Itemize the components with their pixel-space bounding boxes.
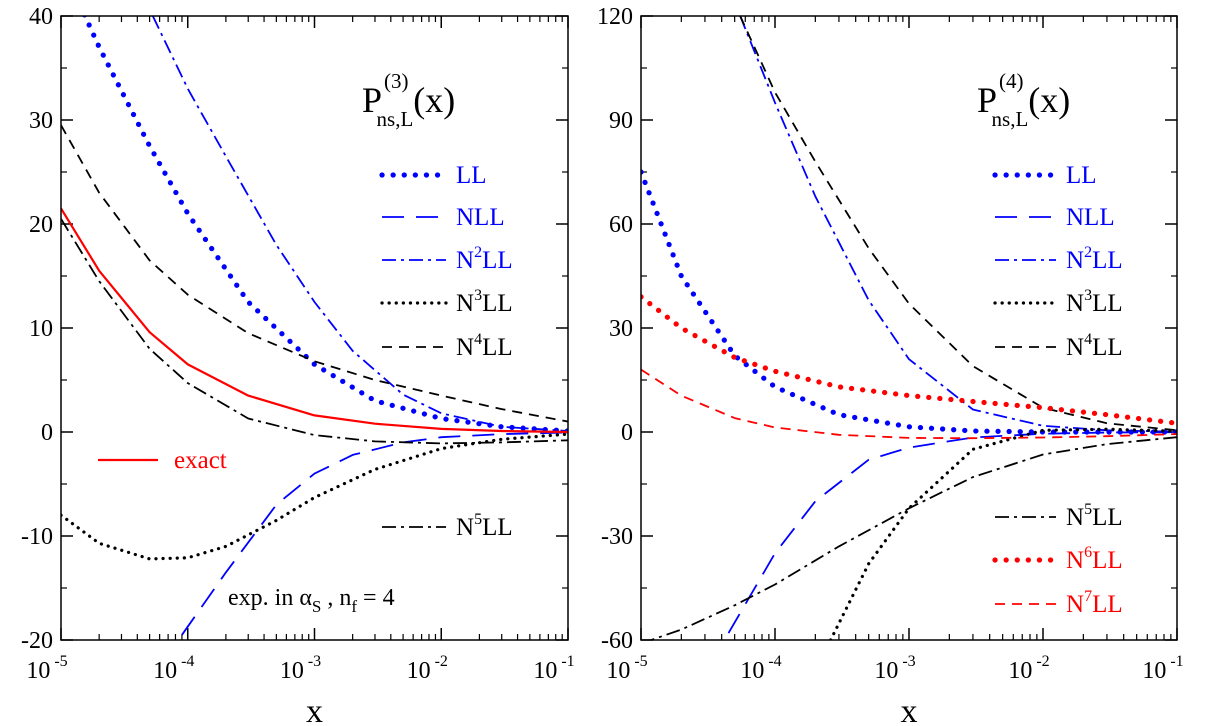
series-line-n3ll: [828, 427, 1177, 640]
panel-title: P(3) ns,L(x): [362, 69, 455, 131]
y-tick-label: 30: [29, 108, 53, 134]
y-tick-label: 10: [29, 316, 53, 342]
series-line-exact: [61, 207, 568, 434]
panel-1: -20 -10 0 10 20 30 40 10 -5 10 -4 10 -3 10 -2 10 -1 x P(3)…: [21, 4, 575, 726]
legend-label-nll: NLL: [456, 204, 505, 231]
series-line-n7ll: [641, 368, 1177, 440]
panel-title: P(4) ns,L(x): [977, 69, 1070, 131]
y-tick-label: -20: [21, 628, 53, 654]
y-tick-label: 20: [29, 212, 53, 238]
y-tick-label: 30: [609, 316, 633, 342]
series-line-n2ll: [151, 16, 568, 432]
series-line-n5ll: [61, 218, 568, 445]
x-tick-label: 10 -5: [26, 653, 67, 684]
legend-label-n5ll: N5LL: [456, 511, 513, 541]
legend-label-ll: LL: [456, 162, 487, 189]
legend-label-n7ll: N7LL: [1066, 588, 1123, 618]
series-line-n6ll: [641, 294, 1177, 426]
y-tick-label: 60: [609, 212, 633, 238]
series-line-nll: [727, 431, 1177, 634]
legend-label-n3ll: N3LL: [1066, 287, 1123, 317]
x-tick-label: 10 -3: [280, 653, 321, 684]
legend-label-n4ll: N4LL: [1066, 331, 1123, 361]
plot-frame: [640, 15, 1178, 641]
legend-label-ll: LL: [1066, 162, 1097, 189]
legend-label-n5ll: N5LL: [1066, 501, 1123, 531]
legend-label-n4ll: N4LL: [456, 331, 513, 361]
series-line-ll: [641, 169, 1177, 435]
y-tick-label: 0: [621, 420, 633, 446]
series-group: [61, 16, 568, 636]
legend-label-n3ll: N3LL: [456, 287, 513, 317]
legend-label-n2ll: N2LL: [456, 244, 513, 274]
x-axis-label: x: [306, 693, 323, 726]
series-group: [641, 16, 1177, 640]
legend-label-n6ll: N6LL: [1066, 544, 1123, 574]
series-line-n4ll: [739, 16, 1177, 432]
y-tick-label: -30: [601, 524, 633, 550]
x-tick-label: 10 -4: [153, 653, 194, 684]
legend-label-n2ll: N2LL: [1066, 244, 1123, 274]
panel-2: -60 -30 0 30 60 90 120 10 -5 10 -4 10 -3 10 -2 10 -1 x P(4…: [597, 4, 1184, 726]
y-tick-label: -10: [21, 524, 53, 550]
y-tick-label: 40: [29, 4, 53, 30]
y-tick-label: 0: [41, 420, 53, 446]
expansion-annotation: exp. in αS , nf = 4: [228, 585, 395, 616]
x-tick-label: 10 -5: [606, 653, 647, 684]
x-tick-label: 10 -4: [740, 653, 781, 684]
x-axis-label: x: [901, 693, 918, 726]
y-tick-label: -60: [601, 628, 633, 654]
x-tick-label: 10 -3: [874, 653, 915, 684]
y-tick-label: 120: [597, 4, 633, 30]
legend-label-nll: NLL: [1066, 204, 1115, 231]
x-tick-label: 10 -2: [1008, 653, 1049, 684]
x-tick-label: 10 -1: [1142, 653, 1183, 684]
plot-frame: [60, 15, 569, 641]
series-line-ll: [82, 16, 568, 434]
y-tick-label: 90: [609, 108, 633, 134]
series-line-n4ll: [61, 124, 568, 423]
legend-label-exact: exact: [174, 447, 227, 474]
series-line-n3ll: [61, 432, 568, 561]
x-tick-label: 10 -1: [533, 653, 574, 684]
x-tick-label: 10 -2: [407, 653, 448, 684]
series-line-nll: [181, 431, 568, 636]
